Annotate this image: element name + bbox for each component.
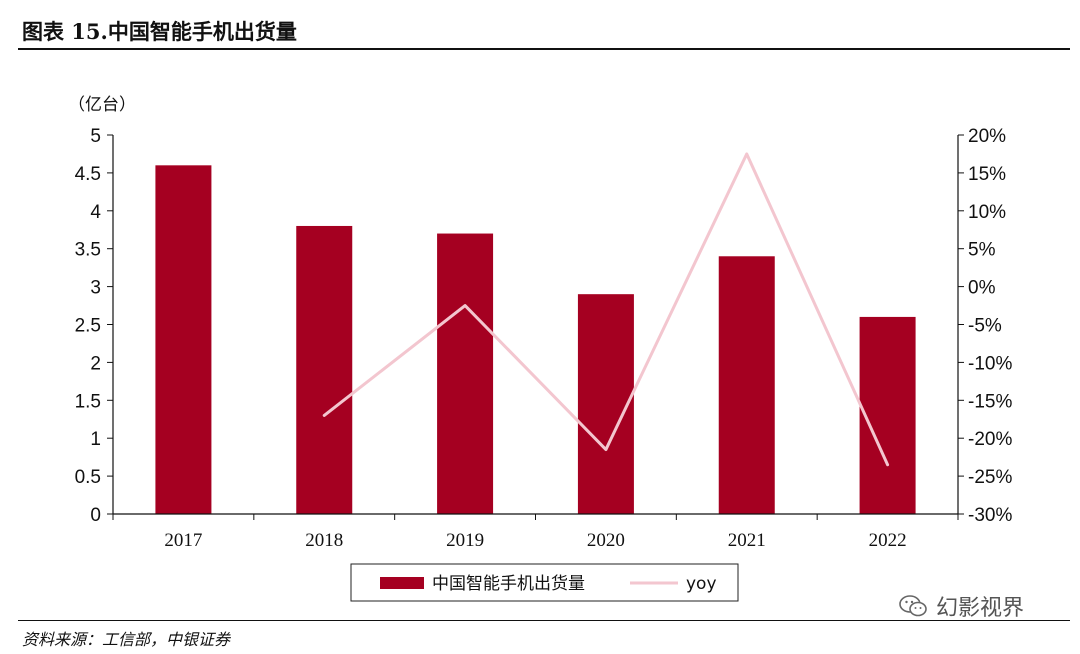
y2-tick-label: 5% [968,240,996,261]
y-tick-label: 0.5 [75,467,101,488]
bar-2022 [859,316,916,514]
bar-2018 [296,225,353,514]
y-tick-label: 2.5 [75,316,101,337]
y2-tick-label: -30% [968,505,1012,526]
title-rule [18,48,1070,50]
watermark-text: 幻影视界 [936,596,1025,621]
bar-2017 [155,165,212,514]
bar-2020 [577,294,634,514]
y2-tick-label: -10% [968,353,1012,374]
chart-title: 图表 15.中国智能手机出货量 [22,19,297,44]
y-axis-unit: （亿台） [68,95,136,115]
y-tick-label: 3.5 [75,240,101,261]
y-tick-label: 1.5 [75,391,101,412]
y2-tick-label: -5% [968,316,1002,337]
y2-tick-label: -20% [968,429,1012,450]
y-tick-label: 4.5 [75,164,101,185]
y-tick-label: 5 [90,126,101,147]
legend-label-bar: 中国智能手机出货量 [432,574,585,594]
y2-tick-label: -25% [968,467,1012,488]
y2-tick-label: 20% [968,126,1006,147]
y-tick-label: 4 [90,202,101,223]
y2-tick-label: -15% [968,391,1012,412]
x-tick-label: 2019 [446,530,484,551]
x-tick-label: 2022 [869,530,907,551]
y-tick-label: 3 [90,278,101,299]
y-tick-label: 2 [90,353,101,374]
bar-2019 [437,233,494,515]
footer-rule [18,620,1070,621]
y2-tick-label: 10% [968,202,1006,223]
y-tick-label: 1 [90,429,101,450]
legend-swatch-bar [380,577,424,589]
source-note: 资料来源：工信部，中银证券 [22,630,231,649]
x-tick-label: 2020 [587,530,625,551]
watermark: 幻影视界 [898,590,1024,622]
wechat-icon [899,595,927,617]
x-tick-label: 2018 [305,530,343,551]
y2-tick-label: 0% [968,278,996,299]
y2-tick-label: 15% [968,164,1006,185]
y-tick-label: 0 [90,505,101,526]
legend-label-line: yoy [686,574,717,594]
x-tick-label: 2021 [728,530,766,551]
x-tick-label: 2017 [164,530,202,551]
bar-2021 [718,256,775,514]
